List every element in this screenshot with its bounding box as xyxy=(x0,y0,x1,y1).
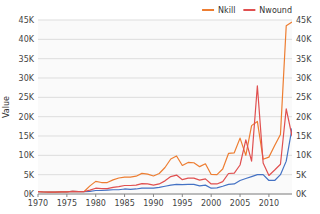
series-line xyxy=(38,86,292,192)
plot-area xyxy=(38,20,292,194)
y-tick-label: 45K xyxy=(19,16,35,25)
y-tick-label: 15K xyxy=(19,132,35,141)
x-tick-label: 2000 xyxy=(201,199,221,208)
x-tick xyxy=(38,194,39,197)
y-tick-label: 10K xyxy=(19,151,35,160)
legend-label: Nkill xyxy=(218,6,235,15)
grid-line xyxy=(38,97,292,98)
x-tick-label: 2005 xyxy=(230,199,250,208)
x-tick xyxy=(182,194,183,197)
y-axis-label: Value xyxy=(2,96,11,118)
y-tick-label: 35K xyxy=(19,55,35,64)
x-tick xyxy=(268,194,269,197)
legend-swatch xyxy=(243,9,255,11)
y2-tick-label: 20K xyxy=(296,113,312,122)
legend-swatch xyxy=(202,9,214,11)
y-tick-label: 20K xyxy=(19,113,35,122)
legend-label: Nwound xyxy=(259,6,292,15)
x-axis-line xyxy=(38,194,292,195)
y2-tick-label: 30K xyxy=(296,74,312,83)
y2-tick-label: 5K xyxy=(296,171,307,180)
y2-tick-label: 10K xyxy=(296,151,312,160)
grid-line xyxy=(38,39,292,40)
x-tick xyxy=(124,194,125,197)
x-tick-label: 1980 xyxy=(86,199,106,208)
y-tick-label: 5K xyxy=(24,171,35,180)
lines xyxy=(38,22,292,192)
x-tick-label: 2010 xyxy=(259,199,279,208)
legend: Nwound Nkill xyxy=(202,6,292,15)
x-tick-label: 1975 xyxy=(57,199,77,208)
x-tick xyxy=(66,194,67,197)
x-tick xyxy=(211,194,212,197)
x-tick-label: 1990 xyxy=(143,199,163,208)
y2-tick-label: 0K xyxy=(296,190,307,199)
grid xyxy=(38,20,292,194)
series-line xyxy=(38,22,292,192)
y-tick-label: 0K xyxy=(24,190,35,199)
grid-line xyxy=(38,194,292,195)
y2-tick-label: 25K xyxy=(296,93,312,102)
grid-line xyxy=(38,174,292,175)
x-tick xyxy=(95,194,96,197)
grid-line xyxy=(38,78,292,79)
grid-line xyxy=(38,58,292,59)
x-tick-label: 1970 xyxy=(28,199,48,208)
chart: 0K 5K 10K 15K 20K 25K 30K 35K 40K 45K 0K 5K 10K 15K 20… xyxy=(0,0,320,214)
x-tick-label: 1985 xyxy=(114,199,134,208)
y2-tick-label: 40K xyxy=(296,35,312,44)
y2-tick-label: 35K xyxy=(296,55,312,64)
y-tick-label: 25K xyxy=(19,93,35,102)
grid-line xyxy=(38,155,292,156)
grid-line xyxy=(38,20,292,21)
y-tick-label: 40K xyxy=(19,35,35,44)
x-tick xyxy=(153,194,154,197)
x-tick xyxy=(240,194,241,197)
y-tick-label: 30K xyxy=(19,74,35,83)
x-tick-label: 1995 xyxy=(172,199,192,208)
y2-tick-label: 45K xyxy=(296,16,312,25)
grid-line xyxy=(38,116,292,117)
y2-tick-label: 15K xyxy=(296,132,312,141)
